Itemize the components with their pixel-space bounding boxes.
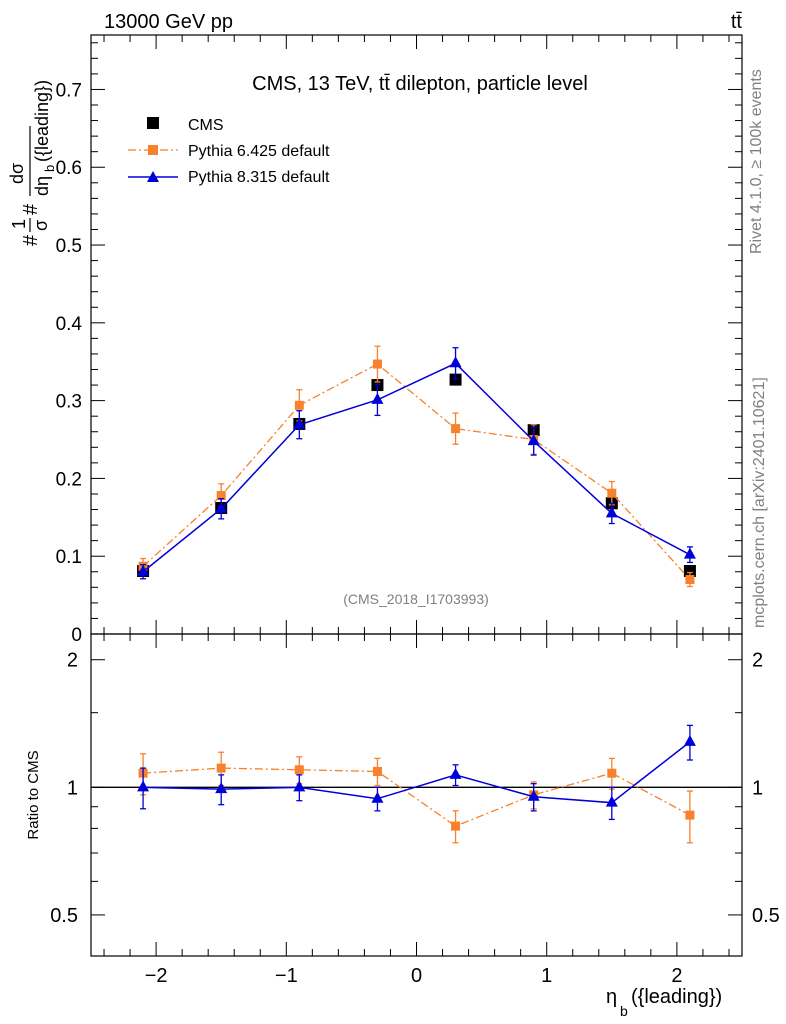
ylabel-d-num: dσ	[7, 163, 27, 184]
ylabel-tail: ({leading})	[32, 80, 52, 162]
main-y-tick-label: 0.6	[56, 158, 82, 179]
analysis-watermark: (CMS_2018_I1703993)	[343, 591, 489, 607]
legend-pythia6-label: Pythia 6.425 default	[188, 143, 330, 160]
main-pythia6-point	[685, 575, 695, 585]
ratio-pythia8-point	[215, 782, 228, 794]
ratio-pythia6-point	[372, 766, 382, 776]
legend-pythia8-label: Pythia 8.315 default	[188, 169, 330, 186]
ratio-pythia6-line	[143, 767, 691, 827]
main-x-ticks	[103, 35, 730, 634]
ylabel-frac-den: σ	[31, 220, 51, 231]
xlabel-sub: b	[620, 1003, 628, 1019]
rivet-version-label: Rivet 4.1.0, ≥ 100k events	[748, 69, 765, 254]
mcplots-label: mcplots.cern.ch [arXiv:2401.10621]	[751, 377, 768, 628]
main-pythia6-point	[607, 488, 617, 498]
ratio-panel: 0.5 0.5 1 1 2 2 −2 −1 0 1 2 Ratio to CMS η b ({le…	[25, 633, 780, 1019]
main-y-tick-label: 0.5	[56, 236, 82, 257]
ratio-pythia8-point	[137, 780, 150, 792]
main-y-tick-label: 0.3	[56, 392, 82, 413]
main-pythia6-line	[142, 363, 691, 580]
main-pythia8-point	[449, 356, 462, 368]
ratio-x-tick-label: −1	[275, 965, 298, 987]
ratio-y-tick-label: 2	[67, 650, 78, 672]
ratio-pythia8-point	[293, 780, 306, 792]
ratio-y-tick-label-right: 2	[752, 650, 763, 672]
main-pythia8-point	[371, 392, 384, 404]
header-process-label: tt̄	[731, 11, 743, 33]
main-pythia8-point	[683, 547, 696, 559]
main-pythia6-point	[294, 400, 304, 410]
ratio-data-marks	[91, 724, 742, 844]
xlabel-main: η	[606, 986, 617, 1008]
main-y-axis-label: # 1 σ # dσ dη b ({leading})	[7, 80, 57, 246]
ratio-y-tick-label-right: 1	[752, 777, 763, 799]
main-y-tick-label: 0	[71, 625, 82, 646]
ratio-y-tick-label: 1	[67, 777, 78, 799]
main-pythia8-point	[605, 506, 618, 518]
main-chart-title: CMS, 13 TeV, tt̄ dilepton, particle leve…	[252, 73, 588, 95]
ratio-pythia8-point	[371, 791, 384, 803]
ratio-pythia8-line	[143, 741, 691, 804]
legend-cms-marker	[147, 117, 159, 129]
ratio-pythia8-point	[527, 789, 540, 801]
main-y-tick-label: 0.4	[56, 314, 83, 335]
ratio-x-tick-label: 2	[671, 965, 682, 987]
ylabel-sub: b	[42, 165, 57, 172]
ratio-x-tick-label: −2	[145, 965, 168, 987]
main-y-axis: 0.1 0.2 0.3 0.4 0.5 0.6 0.7 0	[56, 42, 742, 646]
ratio-pythia6-point	[607, 768, 617, 778]
main-panel: 0.1 0.2 0.3 0.4 0.5 0.6 0.7 0 CMS, 13 TeV, tt̄ …	[7, 34, 743, 646]
main-cms-point	[449, 373, 462, 386]
main-pythia6-point	[451, 424, 461, 434]
ratio-plot-frame	[90, 633, 743, 957]
xlabel-tail: ({leading})	[631, 986, 722, 1008]
ylabel-frac-num: 1	[9, 219, 29, 229]
ratio-y-axis: 0.5 0.5 1 1 2 2	[50, 650, 780, 927]
main-y-tick-label: 0.7	[56, 80, 82, 101]
main-y-tick-label: 0.2	[56, 469, 82, 490]
ratio-y-axis-label: Ratio to CMS	[25, 750, 42, 839]
main-pythia8-point	[137, 564, 150, 576]
ratio-x-tick-label: 1	[541, 965, 552, 987]
legend-pythia6-marker	[148, 145, 158, 155]
ratio-x-axis: −2 −1 0 1 2	[103, 634, 730, 987]
main-y-tick-label: 0.1	[56, 547, 82, 568]
ratio-pythia6-point	[294, 765, 304, 775]
main-data-marks	[137, 345, 696, 588]
main-pythia8-point	[215, 501, 228, 513]
legend: CMS Pythia 6.425 default Pythia 8.315 de…	[128, 117, 330, 186]
ratio-pythia8-point	[683, 734, 696, 746]
main-cms-point	[683, 564, 696, 577]
main-pythia6-point	[216, 491, 226, 501]
main-pythia6-point	[372, 359, 382, 369]
ratio-pythia8-point	[605, 795, 618, 807]
legend-pythia8-marker	[147, 171, 159, 182]
ratio-pythia6-point	[451, 821, 461, 831]
ratio-pythia8-point	[449, 767, 462, 779]
header-energy-label: 13000 GeV pp	[104, 11, 233, 33]
main-pythia8-point	[293, 417, 306, 429]
main-pythia8-point	[527, 434, 540, 446]
ratio-pythia6-point	[216, 763, 226, 773]
legend-cms-label: CMS	[188, 117, 224, 134]
ratio-y-tick-label: 0.5	[50, 905, 78, 927]
ratio-x-tick-label: 0	[411, 965, 422, 987]
ylabel-mid: #	[20, 203, 42, 215]
main-pythia8-line	[142, 362, 691, 573]
ratio-y-tick-label-right: 0.5	[752, 905, 780, 927]
ratio-pythia6-point	[685, 810, 695, 820]
ylabel-prefix: #	[20, 234, 42, 246]
ylabel-d-den: dη	[32, 176, 52, 196]
ratio-x-axis-label: η b ({leading})	[606, 986, 722, 1019]
